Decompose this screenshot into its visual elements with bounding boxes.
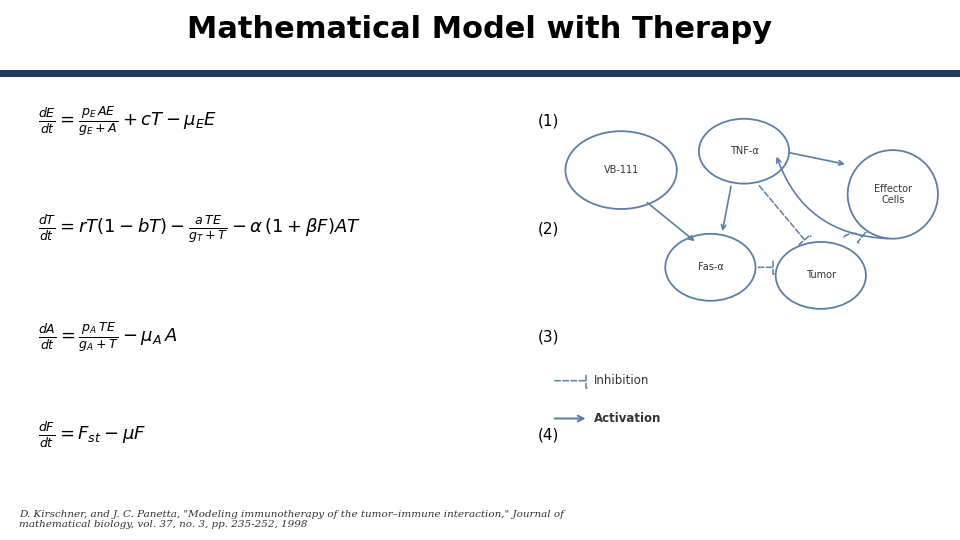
Text: $\frac{dA}{dt} = \frac{p_A\, TE}{g_A + T} - \mu_A\, A$: $\frac{dA}{dt} = \frac{p_A\, TE}{g_A + T… [38,321,178,354]
Text: Activation: Activation [594,412,661,425]
FancyBboxPatch shape [0,70,960,77]
Text: Fas-α: Fas-α [698,262,723,272]
Text: $\frac{dF}{dt} = F_{st} - \mu F$: $\frac{dF}{dt} = F_{st} - \mu F$ [38,420,147,449]
Text: D. Kirschner, and J. C. Panetta, "Modeling immunotherapy of the tumor–immune int: D. Kirschner, and J. C. Panetta, "Modeli… [19,510,564,529]
Text: (2): (2) [538,222,559,237]
Text: (3): (3) [538,330,559,345]
Text: Effector
Cells: Effector Cells [874,184,912,205]
Text: (4): (4) [538,427,559,442]
Text: VB-111: VB-111 [604,165,638,175]
Text: Mathematical Model with Therapy: Mathematical Model with Therapy [187,15,773,44]
Text: $\frac{dE}{dt} = \frac{p_E\, AE}{g_E + A} + cT - \mu_E E$: $\frac{dE}{dt} = \frac{p_E\, AE}{g_E + A… [38,105,217,138]
Text: (1): (1) [538,114,559,129]
Text: TNF-α: TNF-α [730,146,758,156]
Text: Tumor: Tumor [805,271,836,280]
Text: $\frac{dT}{dt} = rT(1 - bT) - \frac{a\, TE}{g_T + T} - \alpha\,(1 + \beta F)AT$: $\frac{dT}{dt} = rT(1 - bT) - \frac{a\, … [38,213,361,246]
Text: Inhibition: Inhibition [594,374,650,387]
